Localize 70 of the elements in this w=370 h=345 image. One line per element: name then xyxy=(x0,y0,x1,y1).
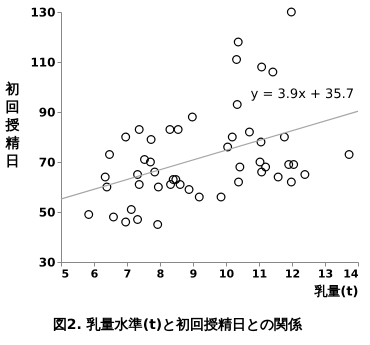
point xyxy=(166,180,176,189)
point xyxy=(100,172,110,182)
point xyxy=(153,220,162,229)
point xyxy=(126,205,136,214)
point xyxy=(150,168,160,176)
point xyxy=(168,175,178,184)
point xyxy=(176,180,185,189)
x-tick-label: 9 xyxy=(190,268,198,280)
point xyxy=(188,112,197,122)
y-tick-label: 130 xyxy=(30,6,56,20)
y-tick-label: 70 xyxy=(38,156,56,170)
point xyxy=(154,182,163,192)
y-tick-label: 110 xyxy=(30,56,56,70)
point xyxy=(174,125,183,134)
point xyxy=(244,128,254,136)
point xyxy=(235,162,244,172)
annotation: y = 3.9x + 35.7 xyxy=(250,87,354,102)
point xyxy=(286,178,296,186)
point xyxy=(234,178,244,186)
point xyxy=(194,192,204,202)
point xyxy=(134,125,144,134)
x-tick-label: 7 xyxy=(124,268,132,280)
point xyxy=(133,215,142,224)
point xyxy=(286,8,296,16)
point xyxy=(146,158,155,166)
point xyxy=(134,180,144,189)
point xyxy=(284,160,294,169)
point xyxy=(257,62,266,72)
point xyxy=(84,210,94,219)
point xyxy=(289,160,298,169)
point xyxy=(223,142,232,152)
point xyxy=(274,172,283,182)
point xyxy=(133,170,142,179)
point xyxy=(165,125,174,134)
point xyxy=(121,132,130,142)
x-tick-label: 12 xyxy=(284,268,300,280)
x-tick-label: 13 xyxy=(318,268,334,280)
y-tick-label: 30 xyxy=(38,256,56,270)
point xyxy=(232,55,242,64)
point xyxy=(121,218,130,226)
point xyxy=(184,185,194,194)
point xyxy=(146,135,156,144)
x-tick-label: 10 xyxy=(218,268,234,280)
point xyxy=(102,182,112,192)
point xyxy=(108,212,118,222)
point xyxy=(256,158,264,166)
point xyxy=(280,132,289,142)
x-axis-title: 乳量(t) xyxy=(313,284,358,300)
point xyxy=(234,38,243,46)
point xyxy=(105,150,114,159)
point xyxy=(140,155,149,164)
x-tick-label: 14 xyxy=(343,268,359,280)
point xyxy=(268,68,278,76)
point xyxy=(171,175,180,184)
y-tick-label: 90 xyxy=(38,106,56,120)
x-tick-label: 5 xyxy=(62,268,70,280)
point xyxy=(216,192,226,202)
point xyxy=(257,168,266,176)
point xyxy=(261,162,270,172)
point xyxy=(256,138,266,146)
text: 図2. 乳量水準(t)と初回授精日との関係 xyxy=(52,316,304,333)
y-axis-title: 初回授精日 xyxy=(4,80,20,170)
point xyxy=(344,150,354,159)
y-tick-label: 50 xyxy=(38,206,56,220)
point xyxy=(228,132,237,142)
point xyxy=(232,100,242,109)
point xyxy=(300,170,310,179)
x-tick-label: 11 xyxy=(252,268,268,280)
x-tick-label: 8 xyxy=(156,268,164,280)
x-tick-label: 6 xyxy=(90,268,99,280)
